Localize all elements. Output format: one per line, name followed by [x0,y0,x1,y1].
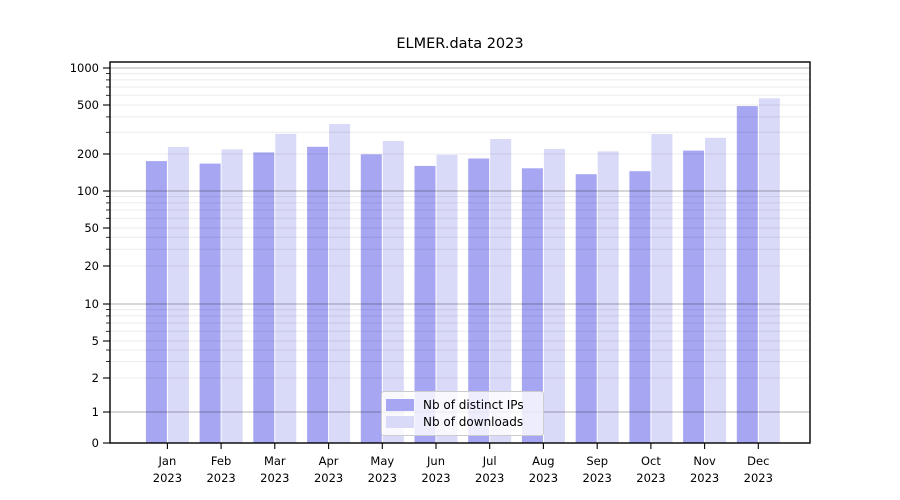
x-tick-label-month: Apr [319,454,339,468]
bar-oct-series0 [629,171,651,443]
x-tick-label-year: 2023 [583,471,612,485]
chart-legend: Nb of distinct IPs Nb of downloads [381,391,544,436]
bar-jul-series0 [468,158,490,443]
plot-border [109,61,811,444]
x-tick-label-year: 2023 [421,471,450,485]
y-tick-label: 1000 [70,61,99,75]
bar-mar-series1 [275,133,297,444]
x-tick-label-month: Jun [426,454,445,468]
bar-feb-series0 [199,163,221,443]
x-tick-label-year: 2023 [636,471,665,485]
x-tick-label-month: Feb [211,454,231,468]
x-tick-label-year: 2023 [260,471,289,485]
bar-jul-series1 [490,139,512,443]
bar-may-series0 [360,154,382,444]
bar-aug-series1 [543,148,565,443]
legend-swatch-distinct-ips [386,399,414,411]
bar-apr-series1 [329,124,351,443]
x-tick-label-year: 2023 [314,471,343,485]
bar-nov-series1 [705,137,727,444]
bar-aug-series0 [521,168,543,444]
x-tick-label-year: 2023 [475,471,504,485]
x-tick-label-year: 2023 [368,471,397,485]
legend-label-downloads: Nb of downloads [423,415,524,429]
x-tick-label-month: Sep [586,454,608,468]
x-tick-label-year: 2023 [206,471,235,485]
bar-oct-series1 [651,133,673,443]
x-tick-label-year: 2023 [744,471,773,485]
x-tick-label-month: Jan [158,454,177,468]
x-tick-label-month: Dec [747,454,769,468]
x-tick-label-year: 2023 [529,471,558,485]
y-tick-label: 20 [84,259,99,273]
bar-jan-series0 [145,161,167,443]
y-tick-label: 200 [77,147,99,161]
x-tick-label-year: 2023 [153,471,182,485]
bar-may-series1 [382,141,404,443]
y-tick-label: 5 [92,334,99,348]
x-tick-label-month: Oct [641,454,661,468]
bar-apr-series0 [307,146,329,444]
bar-sep-series1 [597,151,619,443]
x-tick-label-year: 2023 [690,471,719,485]
bar-mar-series0 [253,152,275,443]
x-tick-label-month: Jul [482,454,497,468]
legend-item-downloads: Nb of downloads [386,415,535,429]
x-tick-label-month: May [370,454,394,468]
y-tick-label: 2 [92,371,99,385]
bar-feb-series1 [221,149,243,443]
legend-label-distinct-ips: Nb of distinct IPs [423,398,524,412]
x-tick-label-month: Nov [693,454,716,468]
legend-item-distinct-ips: Nb of distinct IPs [386,398,535,412]
chart-title: ELMER.data 2023 [396,36,524,52]
y-tick-label: 0 [92,436,99,450]
y-tick-label: 100 [77,184,99,198]
bar-sep-series0 [575,174,597,443]
y-tick-label: 500 [77,98,99,112]
x-tick-label-month: Aug [532,454,554,468]
x-tick-label-month: Mar [264,454,286,468]
legend-swatch-downloads [386,416,414,428]
bar-jan-series1 [167,147,189,443]
bar-dec-series0 [736,106,758,443]
bar-nov-series0 [683,150,705,443]
bar-dec-series1 [758,98,780,444]
bar-jun-series0 [414,165,436,443]
bar-jun-series1 [436,154,458,444]
y-tick-label: 10 [84,297,99,311]
y-tick-label: 1 [92,405,99,419]
y-tick-label: 50 [84,221,99,235]
